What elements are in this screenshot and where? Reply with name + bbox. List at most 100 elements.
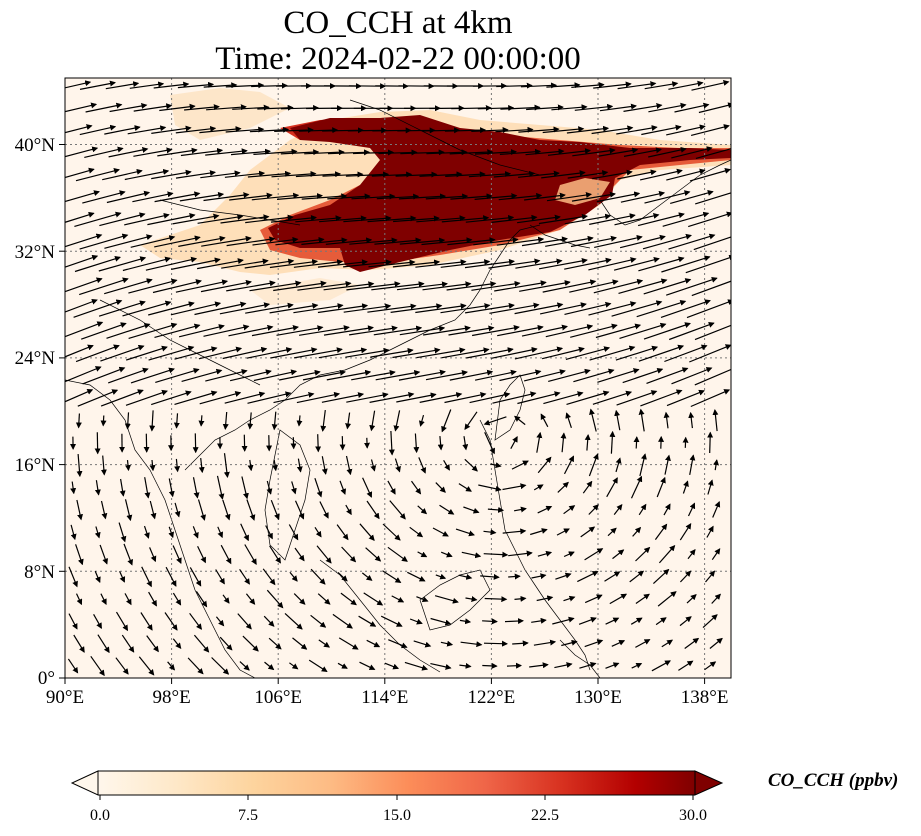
- wind-vector-arrow: [154, 191, 201, 203]
- wind-vector-arrow: [541, 170, 586, 179]
- wind-vector-arrow: [614, 409, 621, 431]
- wind-vector-arrow: [266, 480, 273, 495]
- wind-vector-arrow: [619, 322, 667, 339]
- wind-vector-arrow: [584, 639, 604, 648]
- wind-vector-arrow: [346, 392, 389, 403]
- wind-vector-arrow: [514, 595, 527, 602]
- wind-vector-arrow: [119, 571, 126, 583]
- wind-vector-arrow: [426, 149, 468, 156]
- wind-vector-arrow: [489, 302, 540, 314]
- wind-vector-arrow: [125, 345, 168, 361]
- wind-vector-arrow: [382, 523, 401, 541]
- wind-vector-arrow: [171, 257, 221, 270]
- wind-vector-arrow: [242, 635, 259, 652]
- wind-vector-arrow: [293, 303, 344, 314]
- wind-vector-arrow: [689, 167, 731, 182]
- wind-vector-arrow: [666, 124, 706, 136]
- wind-vector-arrow: [175, 125, 217, 134]
- wind-vector-arrow: [76, 499, 83, 521]
- wind-vector-arrow: [689, 454, 696, 476]
- wind-vector-arrow: [251, 192, 300, 201]
- wind-vector-arrow: [130, 235, 176, 248]
- wind-vector-arrow: [362, 477, 373, 498]
- wind-vector-arrow: [199, 126, 242, 134]
- wind-vector-arrow: [122, 256, 172, 272]
- wind-vector-arrow: [690, 389, 731, 408]
- wind-vector-arrow: [551, 104, 588, 111]
- wind-vector-arrow: [547, 148, 591, 156]
- wind-vector-arrow: [512, 640, 529, 647]
- wind-vector-arrow: [538, 213, 588, 225]
- wind-vector-arrow: [366, 500, 380, 520]
- wind-vector-arrow: [65, 389, 94, 403]
- wind-vector-arrow: [504, 618, 524, 625]
- wind-vector-arrow: [175, 279, 229, 293]
- wind-vector-arrow: [173, 413, 180, 429]
- wind-vector-arrow: [595, 323, 642, 339]
- wind-vector-arrow: [435, 573, 447, 580]
- wind-vector-arrow: [648, 102, 687, 113]
- wind-vector-arrow: [140, 612, 153, 631]
- wind-vector-arrow: [638, 503, 647, 516]
- wind-vector-arrow: [225, 82, 265, 89]
- wind-vector-arrow: [713, 459, 719, 471]
- wind-vector-arrow: [65, 233, 103, 248]
- wind-vector-arrow: [222, 411, 229, 430]
- wind-vector-arrow: [280, 149, 320, 156]
- wind-vector-arrow: [508, 573, 521, 580]
- wind-vector-arrow: [518, 126, 560, 133]
- wind-vector-arrow: [511, 460, 529, 470]
- wind-vector-arrow: [149, 459, 156, 472]
- wind-vector-arrow: [198, 346, 243, 360]
- wind-vector-arrow: [90, 655, 105, 677]
- wind-vector-arrow: [654, 523, 668, 540]
- wind-vector-arrow: [671, 146, 713, 159]
- wind-vector-arrow: [695, 192, 731, 205]
- wind-vector-arrow: [270, 215, 317, 223]
- wind-vector-arrow: [666, 276, 718, 296]
- wind-vector-arrow: [448, 325, 495, 336]
- wind-vector-arrow: [663, 503, 671, 516]
- wind-vector-arrow: [82, 366, 126, 385]
- wind-vector-arrow: [668, 80, 704, 90]
- wind-vector-arrow: [129, 81, 165, 89]
- wind-vector-arrow: [387, 480, 396, 495]
- wind-vector-arrow: [104, 234, 153, 249]
- wind-vector-arrow: [343, 259, 392, 268]
- x-tick-label: 98°E: [152, 687, 190, 708]
- wind-vector-arrow: [296, 458, 303, 473]
- wind-vector-arrow: [289, 662, 299, 670]
- wind-vector-arrow: [65, 80, 92, 89]
- wind-vector-arrow: [371, 281, 425, 291]
- wind-vector-arrow: [655, 617, 667, 626]
- wind-vector-arrow: [515, 258, 563, 269]
- wind-vector-arrow: [67, 658, 79, 674]
- wind-vector-arrow: [68, 566, 78, 588]
- wind-vector-arrow: [198, 458, 205, 474]
- wind-vector-arrow: [151, 125, 192, 134]
- wind-vector-arrow: [349, 325, 398, 336]
- wind-vector-arrow: [707, 431, 714, 454]
- wind-vector-arrow: [622, 367, 664, 384]
- wind-vector-arrow: [492, 391, 537, 404]
- x-tick-label: 114°E: [361, 687, 408, 708]
- wind-vector-arrow: [74, 255, 121, 273]
- wind-vector-arrow: [584, 594, 603, 604]
- wind-vector-arrow: [196, 258, 244, 270]
- wind-vector-arrow: [253, 148, 298, 155]
- wind-vector-arrow: [689, 344, 731, 363]
- wind-vector-arrow: [694, 324, 731, 341]
- wind-vector-arrow: [419, 171, 463, 178]
- wind-vector-arrow: [460, 641, 483, 648]
- wind-vector-arrow: [175, 170, 216, 179]
- wind-vector-arrow: [545, 235, 594, 247]
- wind-vector-arrow: [345, 504, 352, 516]
- wind-vector-arrow: [611, 300, 663, 317]
- wind-vector-arrow: [630, 475, 643, 499]
- wind-vector-arrow: [94, 480, 101, 496]
- wind-vector-arrow: [592, 390, 633, 405]
- wind-vector-arrow: [301, 237, 348, 245]
- wind-vector-arrow: [579, 661, 597, 669]
- wind-vector-arrow: [495, 126, 534, 133]
- wind-vector-arrow: [570, 235, 617, 248]
